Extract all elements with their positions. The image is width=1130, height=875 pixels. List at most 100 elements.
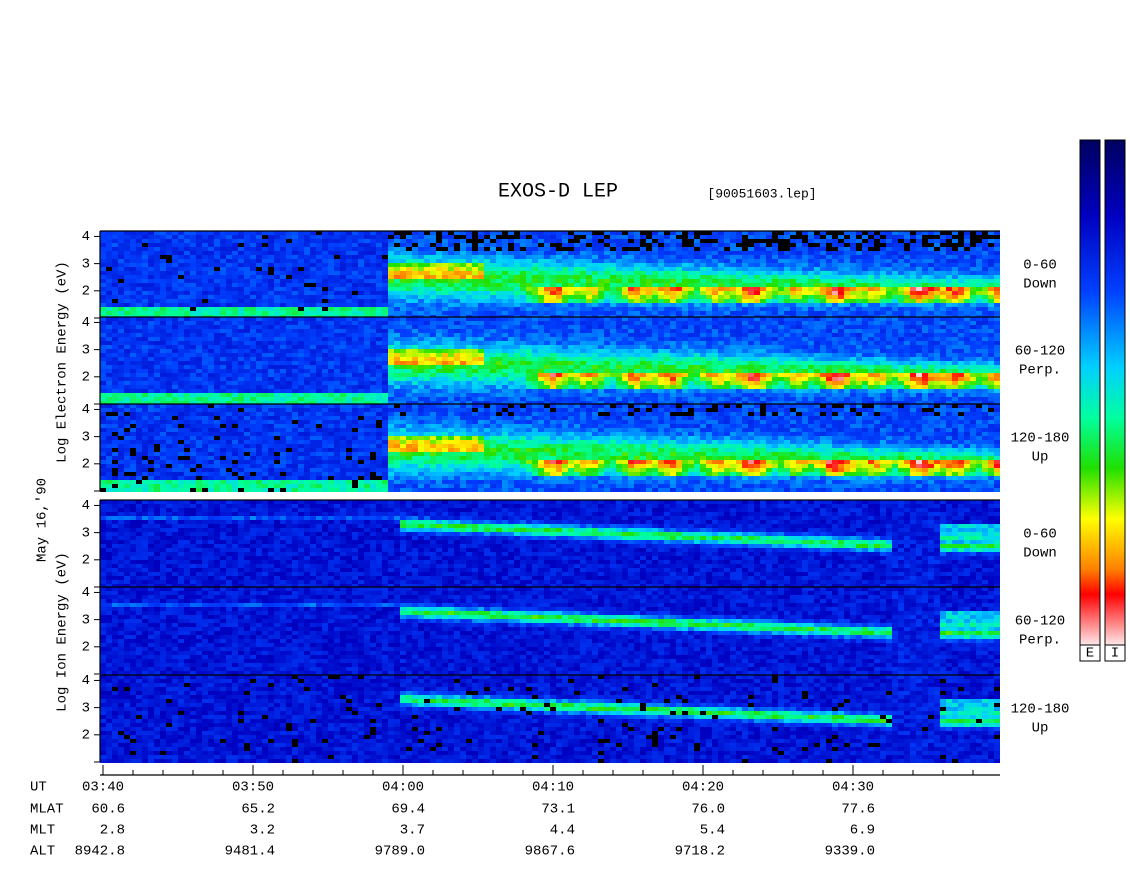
spectrogram-cell [508, 259, 514, 263]
spectrogram-cell [628, 239, 634, 243]
spectrogram-cell [268, 287, 274, 291]
spectrogram-cell [364, 267, 370, 271]
spectrogram-cell [622, 311, 628, 315]
spectrogram-cell [652, 279, 658, 283]
spectrogram-cell [700, 311, 706, 315]
spectrogram-cell [556, 235, 562, 239]
spectrogram-cell [268, 235, 274, 239]
spectrogram-cell [220, 299, 226, 303]
spectrogram-cell [442, 255, 448, 259]
spectrogram-cell [112, 231, 118, 235]
spectrogram-cell [568, 287, 574, 291]
spectrogram-cell [424, 255, 430, 259]
spectrogram-cell [694, 243, 700, 247]
spectrogram-cell [280, 299, 286, 303]
spectrogram-cell [328, 283, 334, 287]
spectrogram-cell [316, 235, 322, 239]
spectrogram-cell [286, 231, 292, 235]
spectrogram-cell [484, 279, 490, 283]
spectrogram-cell [154, 231, 160, 235]
spectrogram-cell [220, 267, 226, 271]
spectrogram-cell [202, 287, 208, 291]
spectrogram-cell [448, 259, 454, 263]
spectrogram-cell [472, 311, 478, 315]
spectrogram-cell [220, 279, 226, 283]
spectrogram-cell [454, 271, 460, 275]
spectrogram-cell [700, 299, 706, 303]
spectrogram-cell [238, 243, 244, 247]
spectrogram-cell [586, 295, 592, 299]
spectrogram-cell [640, 311, 646, 315]
spectrogram-cell [208, 251, 214, 255]
spectrogram-cell [484, 275, 490, 279]
spectrogram-cell [424, 311, 430, 315]
spectrogram-cell [298, 231, 304, 235]
spectrogram-cell [712, 231, 718, 235]
spectrogram-cell [676, 311, 682, 315]
spectrogram-cell [250, 275, 256, 279]
spectrogram-cell [352, 239, 358, 243]
spectrogram-cell [196, 263, 202, 267]
spectrogram-cell [658, 247, 664, 251]
spectrogram-cell [340, 239, 346, 243]
spectrogram-cell [664, 295, 670, 299]
spectrogram-cell [400, 303, 406, 307]
spectrogram-cell [196, 255, 202, 259]
spectrogram-cell [322, 287, 328, 291]
spectrogram-cell [304, 263, 310, 267]
spectrogram-cell [694, 279, 700, 283]
spectrogram-cell [100, 235, 106, 239]
spectrogram-cell [160, 255, 166, 259]
spectrogram-cell [658, 239, 664, 243]
spectrogram-cell [346, 243, 352, 247]
spectrogram-cell [340, 287, 346, 291]
spectrogram-cell [316, 267, 322, 271]
spectrogram-cell [334, 303, 340, 307]
spectrogram-cell [448, 295, 454, 299]
spectrogram-cell [676, 263, 682, 267]
spectrogram-cell [694, 275, 700, 279]
spectrogram-cell [184, 259, 190, 263]
spectrogram-cell [508, 251, 514, 255]
spectrogram-cell [124, 299, 130, 303]
spectrogram-cell [250, 287, 256, 291]
spectrogram-cell [400, 275, 406, 279]
spectrogram-cell [664, 231, 670, 235]
spectrogram-cell [508, 287, 514, 291]
spectrogram-cell [472, 243, 478, 247]
spectrogram-cell [604, 255, 610, 259]
spectrogram-cell [460, 251, 466, 255]
spectrogram-cell [478, 287, 484, 291]
spectrogram-cell [460, 231, 466, 235]
spectrogram-cell [400, 291, 406, 295]
spectrogram-cell [424, 271, 430, 275]
spectrogram-cell [448, 243, 454, 247]
spectrogram-cell [682, 287, 688, 291]
spectrogram-cell [100, 291, 106, 295]
spectrogram-cell [136, 299, 142, 303]
spectrogram-cell [634, 271, 640, 275]
spectrogram-cell [682, 243, 688, 247]
spectrogram-cell [640, 267, 646, 271]
spectrogram-cell [508, 243, 514, 247]
spectrogram-cell [154, 259, 160, 263]
spectrogram-cell [616, 307, 622, 311]
spectrogram-cell [598, 271, 604, 275]
spectrogram-cell [142, 263, 148, 267]
spectrogram-cell [664, 307, 670, 311]
spectrogram-cell [466, 239, 472, 243]
spectrogram-cell [490, 311, 496, 315]
spectrogram-cell [268, 279, 274, 283]
spectrogram-cell [562, 287, 568, 291]
spectrogram-cell [136, 235, 142, 239]
spectrogram-cell [316, 291, 322, 295]
spectrogram-cell [586, 263, 592, 267]
spectrogram-cell [406, 259, 412, 263]
spectrogram-cell [286, 255, 292, 259]
spectrogram-cell [142, 295, 148, 299]
spectrogram-cell [550, 235, 556, 239]
spectrogram-cell [412, 283, 418, 287]
spectrogram-cell [358, 279, 364, 283]
spectrogram-cell [394, 255, 400, 259]
spectrogram-cell [352, 291, 358, 295]
